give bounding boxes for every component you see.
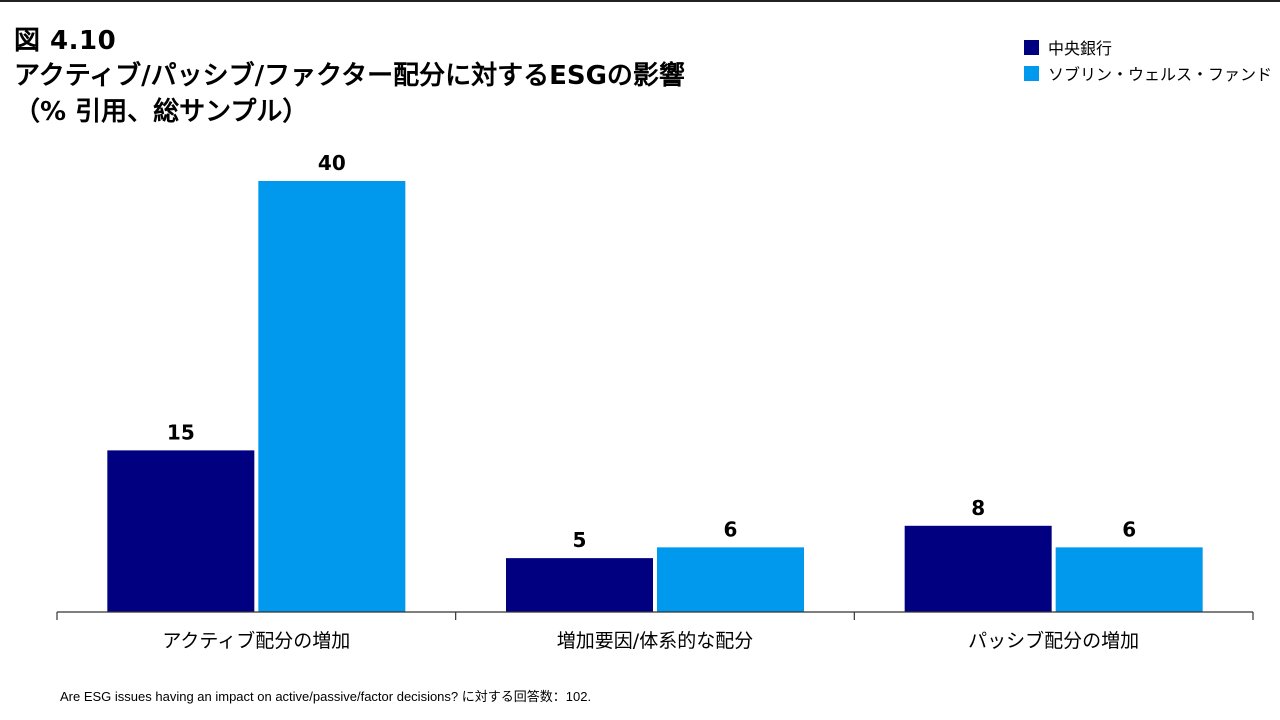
bar-sovereign-wealth-fund-0 <box>258 181 406 612</box>
data-label-sovereign-wealth-fund-2: 6 <box>1122 517 1136 541</box>
data-label-central-bank-1: 5 <box>573 528 587 552</box>
data-label-sovereign-wealth-fund-1: 6 <box>724 517 738 541</box>
legend-item-sovereign-wealth-funds: ソブリン・ウェルス・ファンド <box>1024 60 1272 86</box>
category-label-0: アクティブ配分の増加 <box>162 629 350 652</box>
legend-swatch-sovereign-wealth-funds <box>1024 65 1039 81</box>
figure-title-line-1: アクティブ/パッシブ/ファクター配分に対するESGの影響 <box>14 61 685 91</box>
bar-sovereign-wealth-fund-1 <box>657 547 804 612</box>
bar-central-bank-0 <box>107 450 255 612</box>
data-label-central-bank-2: 8 <box>971 496 985 520</box>
top-rule <box>0 0 1280 2</box>
legend-label-central-banks: 中央銀行 <box>1048 39 1113 58</box>
legend-item-central-banks: 中央銀行 <box>1024 34 1272 60</box>
data-label-sovereign-wealth-fund-0: 40 <box>318 151 346 175</box>
category-label-1: 増加要因/体系的な配分 <box>557 630 753 652</box>
bar-sovereign-wealth-fund-2 <box>1055 547 1203 612</box>
legend-label-sovereign-wealth-funds: ソブリン・ウェルス・ファンド <box>1048 65 1273 84</box>
data-label-central-bank-0: 15 <box>167 420 195 444</box>
figure-title-line-2: （% 引用、総サンプル） <box>14 97 309 127</box>
bar-central-bank-1 <box>506 558 653 612</box>
figure-title: アクティブ/パッシブ/ファクター配分に対するESGの影響 （% 引用、総サンプル… <box>14 58 685 130</box>
legend: 中央銀行 ソブリン・ウェルス・ファンド <box>1024 34 1272 86</box>
bar-central-bank-2 <box>904 525 1052 612</box>
footnote: Are ESG issues having an impact on activ… <box>60 689 592 704</box>
legend-swatch-central-banks <box>1024 39 1039 55</box>
category-label-2: パッシブ配分の増加 <box>968 629 1139 652</box>
figure-label: 図 4.10 <box>14 26 117 56</box>
